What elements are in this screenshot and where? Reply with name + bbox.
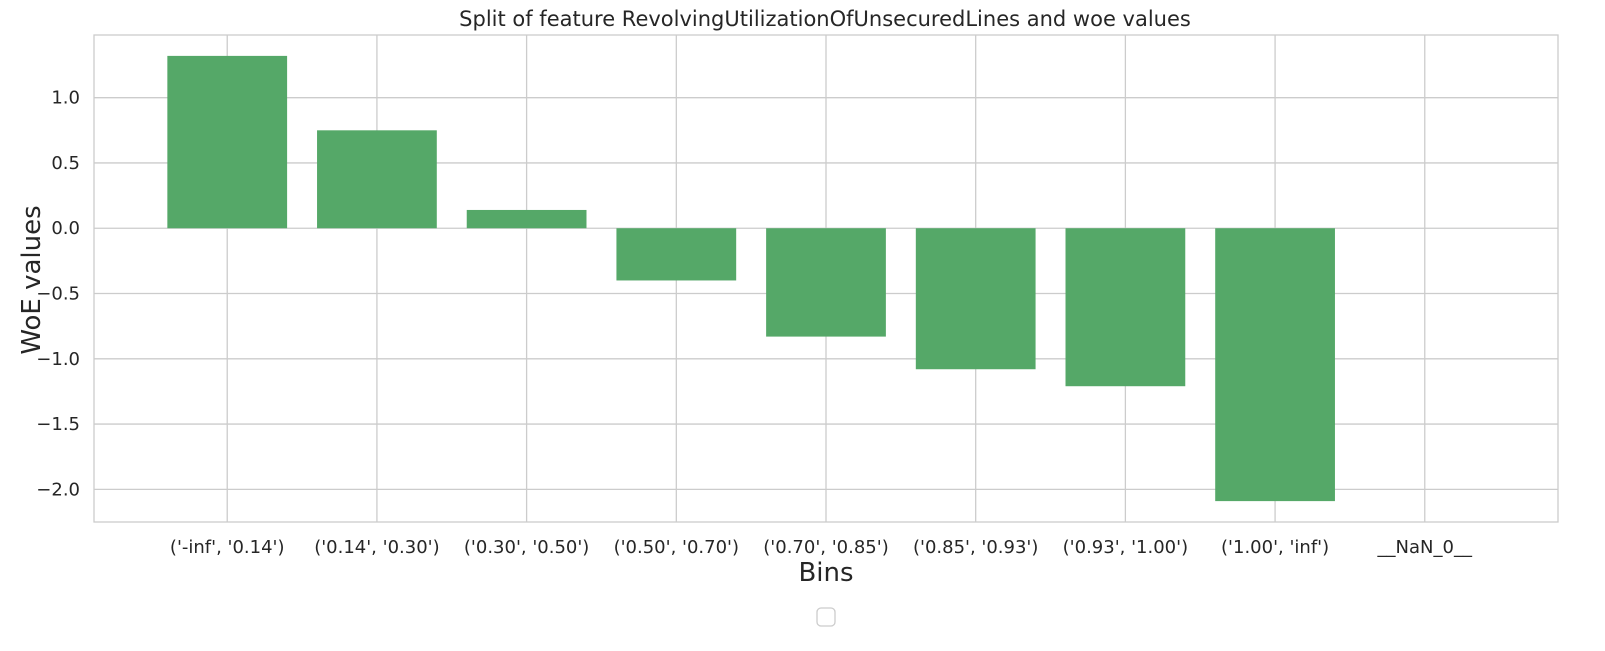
y-axis-label: WoE values (17, 205, 47, 354)
x-axis-label: Bins (798, 558, 853, 588)
x-tick-label: ('0.14', '0.30') (314, 537, 439, 558)
x-tick-label: ('0.93', '1.00') (1063, 537, 1188, 558)
x-tick-label: ('1.00', 'inf') (1221, 537, 1329, 558)
chart-title: Split of feature RevolvingUtilizationOfU… (459, 7, 1191, 31)
y-tick-label: −1.5 (36, 414, 80, 435)
bar (317, 130, 437, 229)
y-tick-label: −2.0 (36, 479, 80, 500)
y-tick-labels: 1.0 0.5 0.0 −0.5 −1.0 −1.5 −2.0 (36, 88, 80, 501)
bar (766, 228, 886, 337)
bar (616, 228, 737, 281)
x-tick-label: ('0.70', '0.85') (763, 537, 888, 558)
bar (167, 55, 288, 229)
bars (167, 55, 1485, 502)
x-tick-labels: ('-inf', '0.14') ('0.14', '0.30') ('0.30',… (170, 537, 1473, 558)
x-tick-label: __NaN_0__ (1377, 537, 1473, 558)
plot-frame (93, 34, 1559, 523)
bar (1065, 228, 1186, 387)
y-tick-label: 0.0 (51, 218, 80, 239)
bar (915, 228, 1036, 370)
y-tick-label: 0.5 (51, 153, 80, 174)
x-tick-label: ('0.50', '0.70') (614, 537, 739, 558)
y-tick-label: −1.0 (36, 349, 80, 370)
x-tick-label: ('0.30', '0.50') (464, 537, 589, 558)
x-tick-label: ('0.85', '0.93') (913, 537, 1038, 558)
x-tick-label: ('-inf', '0.14') (170, 537, 285, 558)
legend-box (816, 607, 836, 627)
y-tick-label: 1.0 (51, 88, 80, 109)
bar (466, 209, 587, 229)
y-tick-label: −0.5 (36, 284, 80, 305)
bar (1215, 228, 1335, 502)
